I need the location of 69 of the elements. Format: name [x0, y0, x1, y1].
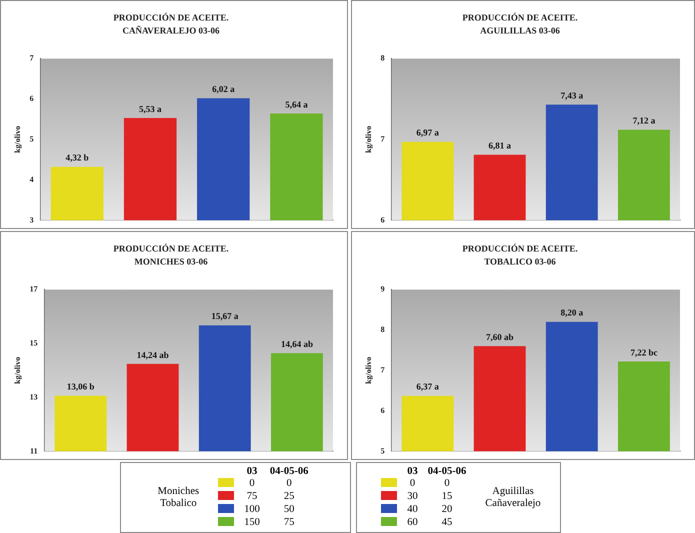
- y-tick-label: 13: [30, 392, 38, 402]
- data-label: 14,24 ab: [136, 350, 169, 360]
- text: 45: [442, 517, 452, 528]
- text: Cañaveralejo: [485, 498, 541, 510]
- text: 0: [410, 478, 416, 489]
- data-label: 7,12 a: [632, 116, 656, 126]
- category-label: 04-05-06: [268, 466, 310, 478]
- text: 75: [246, 491, 258, 502]
- y-tick-label: 4: [30, 174, 34, 184]
- text: Moniches: [158, 486, 200, 498]
- chart-title: PRODUCCIÓN DE ACEITE.: [462, 12, 578, 23]
- text: 25: [284, 491, 294, 502]
- text: 0: [249, 478, 255, 489]
- y-tick-label: 6: [30, 94, 34, 104]
- y-tick-label: 17: [30, 284, 38, 294]
- text: 0: [286, 478, 292, 489]
- data-label: 7,60 ab: [486, 332, 514, 342]
- y-tick-label: 7: [30, 54, 34, 63]
- y-tick-label: 8: [380, 54, 385, 63]
- text: 40: [407, 504, 418, 515]
- text: 30: [407, 491, 418, 502]
- chart-title: PRODUCCIÓN DE ACEITE.: [113, 12, 229, 23]
- data-label: 6,37 a: [416, 382, 440, 392]
- y-tick-label: 3: [30, 215, 34, 224]
- text: 0: [444, 478, 450, 489]
- data-label: 6,97 a: [416, 128, 440, 138]
- y-tick-label: 5: [30, 134, 34, 144]
- chart-subtitle: MONICHES 03-06: [134, 256, 208, 267]
- data-label: 7,22 bc: [630, 347, 658, 358]
- data-label: 6,02 a: [212, 84, 236, 94]
- y-tick-label: 15: [30, 338, 38, 348]
- data-label: 8,20 a: [560, 308, 584, 318]
- y-tick-label: 6: [380, 215, 385, 224]
- chart-subtitle: TOBALICO 03-06: [484, 256, 556, 267]
- data-label: 4,32 b: [66, 152, 89, 163]
- data-label: 13,06 b: [66, 382, 94, 392]
- data-label: 6,81 a: [488, 140, 512, 151]
- category-label: 03: [406, 466, 419, 478]
- y-tick-label: 7: [380, 134, 385, 144]
- text: 100: [244, 504, 260, 515]
- data-label: 14,64 ab: [280, 338, 313, 349]
- text: 150: [244, 517, 260, 528]
- y-tick-label: 6: [380, 406, 385, 415]
- y-axis-title: kg/olivo: [364, 356, 373, 384]
- chart-title: PRODUCCIÓN DE ACEITE.: [462, 244, 578, 254]
- chart-title: PRODUCCIÓN DE ACEITE.: [113, 244, 229, 254]
- category-label: 03: [246, 466, 258, 478]
- y-tick-label: 8: [380, 325, 385, 334]
- text: Aguilillas: [491, 486, 535, 498]
- y-tick-label: 7: [380, 365, 385, 374]
- category-label: 04-05-06: [426, 466, 468, 478]
- data-label: 5,64 a: [285, 99, 308, 110]
- data-label: 5,53 a: [139, 104, 162, 114]
- data-label: 7,43 a: [560, 90, 584, 100]
- data-label: 15,67 a: [211, 311, 239, 322]
- text: 60: [407, 517, 418, 528]
- text: 75: [284, 517, 294, 528]
- y-axis-title: kg/olivo: [12, 356, 22, 384]
- text: Tobalico: [159, 498, 198, 510]
- y-tick-label: 9: [380, 284, 385, 294]
- y-tick-label: 11: [30, 446, 38, 456]
- text: 20: [442, 504, 452, 515]
- text: 50: [284, 504, 294, 515]
- text: 15: [442, 491, 452, 502]
- chart-subtitle: AGUILILLAS 03-06: [480, 26, 560, 36]
- y-axis-title: kg/olivo: [12, 126, 22, 153]
- y-axis-title: kg/olivo: [364, 126, 373, 153]
- y-tick-label: 5: [380, 446, 385, 456]
- chart-subtitle: CAÑAVERALEJO 03-06: [122, 26, 220, 36]
